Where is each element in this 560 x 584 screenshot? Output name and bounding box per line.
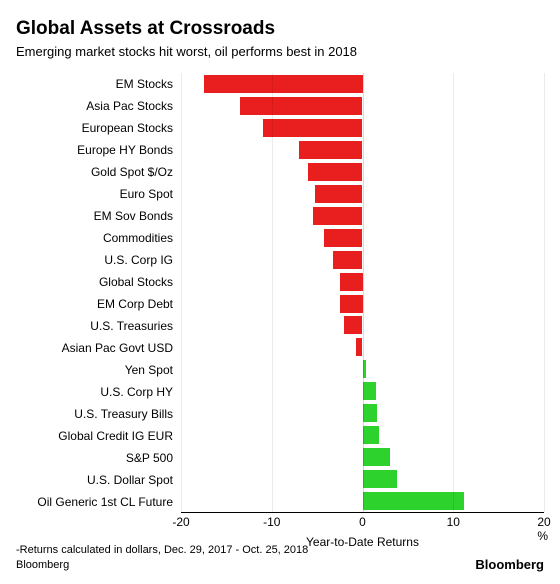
x-axis: -20-1001020 %	[181, 513, 544, 531]
bar	[333, 251, 362, 269]
category-label: U.S. Dollar Spot	[16, 469, 181, 491]
category-label: EM Sov Bonds	[16, 205, 181, 227]
category-label: Yen Spot	[16, 359, 181, 381]
bar	[340, 273, 363, 291]
category-label: EM Corp Debt	[16, 293, 181, 315]
x-tick-label: -10	[263, 515, 280, 529]
footer: -Returns calculated in dollars, Dec. 29,…	[16, 543, 544, 572]
gridline	[272, 73, 273, 512]
bar	[363, 382, 377, 400]
category-label: Global Credit IG EUR	[16, 425, 181, 447]
category-label: EM Stocks	[16, 73, 181, 95]
bar	[324, 229, 362, 247]
gridline	[181, 73, 182, 512]
bar	[363, 448, 390, 466]
gridline	[544, 73, 545, 512]
bar	[344, 316, 362, 334]
plot-area	[181, 73, 544, 513]
chart-area: EM StocksAsia Pac StocksEuropean StocksE…	[16, 73, 544, 513]
category-label: U.S. Treasury Bills	[16, 403, 181, 425]
bar	[315, 185, 362, 203]
footnote: -Returns calculated in dollars, Dec. 29,…	[16, 543, 308, 572]
category-label: European Stocks	[16, 117, 181, 139]
category-label: Asian Pac Govt USD	[16, 337, 181, 359]
category-label: U.S. Corp HY	[16, 381, 181, 403]
category-label: Global Stocks	[16, 271, 181, 293]
category-label: S&P 500	[16, 447, 181, 469]
zero-line	[363, 73, 364, 512]
bar	[299, 141, 363, 159]
category-label: Euro Spot	[16, 183, 181, 205]
bar	[204, 75, 363, 93]
category-label: Commodities	[16, 227, 181, 249]
bar	[308, 163, 362, 181]
bar	[363, 492, 465, 510]
chart-subtitle: Emerging market stocks hit worst, oil pe…	[16, 44, 544, 59]
bar	[363, 470, 397, 488]
bloomberg-logo: Bloomberg	[475, 557, 544, 572]
category-label: Europe HY Bonds	[16, 139, 181, 161]
footnote-line2: Bloomberg	[16, 558, 308, 572]
bar	[313, 207, 363, 225]
x-tick-label: 0	[359, 515, 366, 529]
category-label: U.S. Treasuries	[16, 315, 181, 337]
bar	[263, 119, 363, 137]
gridline	[453, 73, 454, 512]
bar	[340, 295, 363, 313]
category-label: Oil Generic 1st CL Future	[16, 491, 181, 513]
footnote-line1: -Returns calculated in dollars, Dec. 29,…	[16, 543, 308, 557]
category-label: U.S. Corp IG	[16, 249, 181, 271]
chart-title: Global Assets at Crossroads	[16, 18, 544, 40]
y-labels: EM StocksAsia Pac StocksEuropean StocksE…	[16, 73, 181, 513]
category-label: Asia Pac Stocks	[16, 95, 181, 117]
x-tick-label: 10	[447, 515, 460, 529]
bar	[240, 97, 363, 115]
bar	[363, 426, 379, 444]
x-tick-label: -20	[172, 515, 189, 529]
bar	[363, 404, 378, 422]
x-tick-label: 20 %	[537, 515, 550, 543]
category-label: Gold Spot $/Oz	[16, 161, 181, 183]
